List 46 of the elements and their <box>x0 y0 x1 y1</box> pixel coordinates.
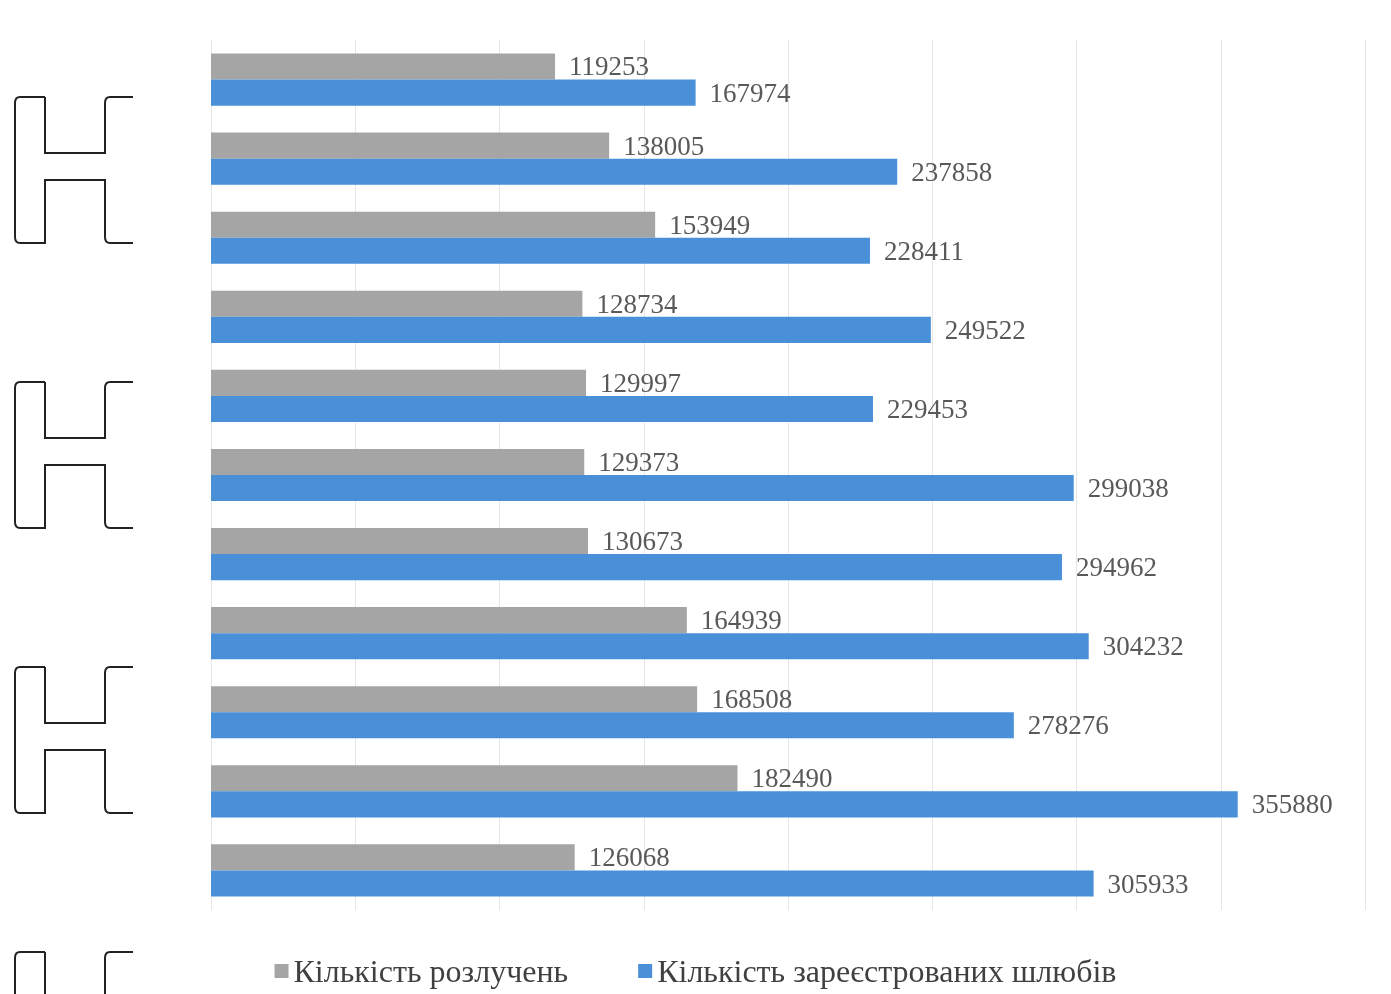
data-label: 249522 <box>944 314 1026 345</box>
bar <box>211 633 1089 660</box>
bar <box>211 607 687 634</box>
bar <box>211 554 1062 581</box>
data-label: 119253 <box>569 51 650 82</box>
legend-label: Кількість зареєстрованих шлюбів <box>657 953 1117 989</box>
bar <box>211 316 931 343</box>
data-label: 228411 <box>883 235 964 266</box>
bar <box>211 369 587 396</box>
bar <box>211 53 556 80</box>
data-label: 182490 <box>751 763 833 794</box>
bar <box>211 237 870 264</box>
bar <box>211 395 873 423</box>
bar <box>211 791 1238 818</box>
data-label: 304232 <box>1102 631 1184 662</box>
bar <box>211 290 583 317</box>
data-label: 229453 <box>886 393 968 424</box>
bar <box>211 475 1074 502</box>
data-label: 126068 <box>588 842 670 873</box>
data-label: 168508 <box>711 684 793 715</box>
bar <box>211 686 698 713</box>
bar <box>211 527 588 555</box>
bar <box>211 712 1014 739</box>
bar <box>211 132 610 159</box>
data-label: 164939 <box>700 605 782 636</box>
data-label: 130673 <box>601 526 683 557</box>
data-label: 153949 <box>669 209 751 240</box>
data-label: 129373 <box>598 446 680 477</box>
data-label: 138005 <box>623 130 705 161</box>
data-label: 128734 <box>596 288 678 319</box>
bar <box>211 448 585 475</box>
bar <box>211 870 1094 897</box>
data-label: 129997 <box>600 367 682 398</box>
bar <box>211 765 738 792</box>
data-label: 278276 <box>1027 710 1109 741</box>
legend-label: Кількість розлучень <box>293 953 569 989</box>
bar <box>211 844 575 871</box>
data-label: 237858 <box>911 156 993 187</box>
data-label: 305933 <box>1107 868 1189 899</box>
data-label: 355880 <box>1251 789 1333 820</box>
bar <box>211 79 696 106</box>
data-label: 294962 <box>1075 552 1157 583</box>
data-label: 167974 <box>709 77 792 108</box>
bar <box>211 158 898 185</box>
data-label: 299038 <box>1087 473 1169 504</box>
bar <box>211 211 656 238</box>
